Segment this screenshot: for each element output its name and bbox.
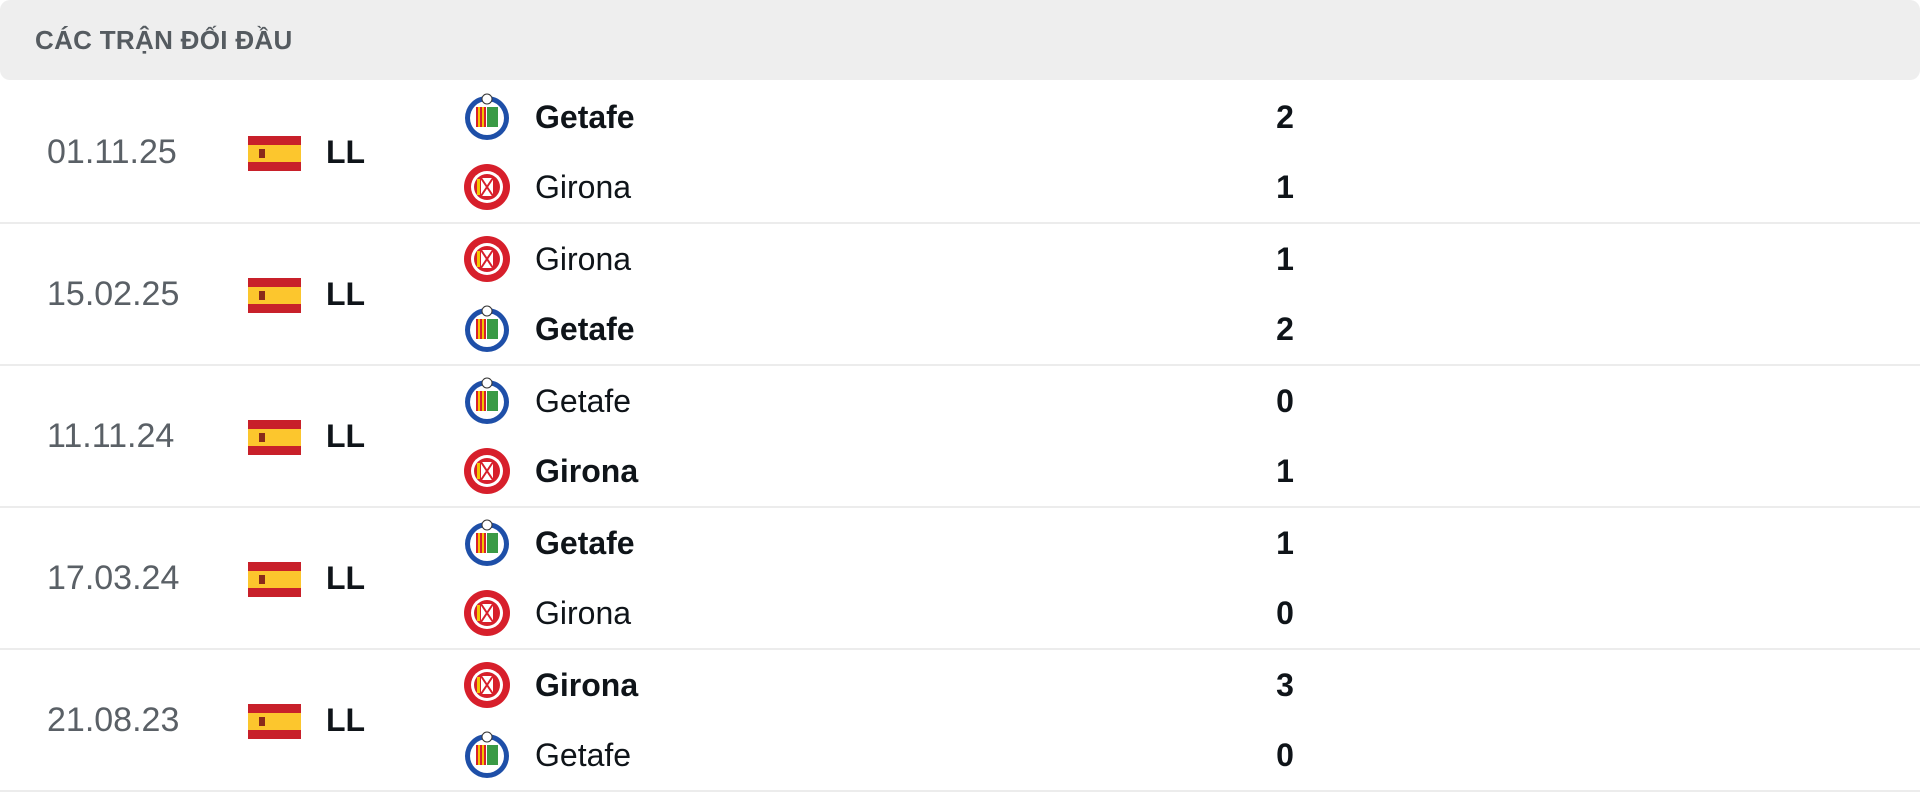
girona-logo-icon <box>463 163 511 211</box>
away-team[interactable]: Girona <box>463 157 631 217</box>
spain-flag-icon <box>248 136 301 171</box>
away-team-name: Girona <box>535 168 632 205</box>
away-team[interactable]: Girona <box>463 441 638 501</box>
league-code: LL <box>326 133 366 170</box>
home-score: 2 <box>1276 98 1294 135</box>
match-row[interactable]: 15.02.25 LL Girona Getafe 1 2 <box>0 224 1920 366</box>
match-row[interactable]: 11.11.24 LL Getafe Girona 0 1 <box>0 366 1920 508</box>
away-score: 0 <box>1276 736 1294 773</box>
match-date: 15.02.25 <box>47 274 180 313</box>
getafe-logo-icon <box>463 731 511 779</box>
away-score: 0 <box>1276 594 1294 631</box>
home-team[interactable]: Girona <box>463 229 631 289</box>
home-team-name: Getafe <box>535 98 635 135</box>
away-score: 1 <box>1276 452 1294 489</box>
home-team-name: Getafe <box>535 382 632 419</box>
match-date: 17.03.24 <box>47 558 180 597</box>
home-team[interactable]: Getafe <box>463 371 631 431</box>
away-team-name: Getafe <box>535 310 635 347</box>
away-team[interactable]: Girona <box>463 583 631 643</box>
home-team-name: Girona <box>535 240 632 277</box>
match-date: 11.11.24 <box>47 416 175 455</box>
home-team-name: Getafe <box>535 524 635 561</box>
home-team-name: Girona <box>535 666 639 703</box>
getafe-logo-icon <box>463 519 511 567</box>
spain-flag-icon <box>248 420 301 455</box>
match-list: 01.11.25 LL Getafe Girona 2 1 15.02.25 L… <box>0 82 1920 792</box>
home-score: 1 <box>1276 240 1294 277</box>
away-team[interactable]: Getafe <box>463 725 631 785</box>
getafe-logo-icon <box>463 305 511 353</box>
away-team[interactable]: Getafe <box>463 299 635 359</box>
away-team-name: Girona <box>535 452 639 489</box>
match-date: 01.11.25 <box>47 132 177 171</box>
home-score: 1 <box>1276 524 1294 561</box>
getafe-logo-icon <box>463 377 511 425</box>
girona-logo-icon <box>463 235 511 283</box>
away-team-name: Getafe <box>535 736 632 773</box>
match-date: 21.08.23 <box>47 700 180 739</box>
girona-logo-icon <box>463 661 511 709</box>
home-score: 3 <box>1276 666 1294 703</box>
home-team[interactable]: Getafe <box>463 513 635 573</box>
spain-flag-icon <box>248 562 301 597</box>
away-team-name: Girona <box>535 594 632 631</box>
girona-logo-icon <box>463 447 511 495</box>
match-row[interactable]: 01.11.25 LL Getafe Girona 2 1 <box>0 82 1920 224</box>
home-team[interactable]: Girona <box>463 655 638 715</box>
home-team[interactable]: Getafe <box>463 87 635 147</box>
league-code: LL <box>326 275 366 312</box>
away-score: 1 <box>1276 168 1294 205</box>
section-title: CÁC TRẬN ĐỐI ĐẦU <box>35 24 293 55</box>
match-row[interactable]: 17.03.24 LL Getafe Girona 1 0 <box>0 508 1920 650</box>
getafe-logo-icon <box>463 93 511 141</box>
girona-logo-icon <box>463 589 511 637</box>
league-code: LL <box>326 701 366 738</box>
section-header: CÁC TRẬN ĐỐI ĐẦU <box>0 0 1920 80</box>
match-row[interactable]: 21.08.23 LL Girona Getafe 3 0 <box>0 650 1920 792</box>
league-code: LL <box>326 559 366 596</box>
spain-flag-icon <box>248 704 301 739</box>
league-code: LL <box>326 417 366 454</box>
away-score: 2 <box>1276 310 1294 347</box>
home-score: 0 <box>1276 382 1294 419</box>
spain-flag-icon <box>248 278 301 313</box>
